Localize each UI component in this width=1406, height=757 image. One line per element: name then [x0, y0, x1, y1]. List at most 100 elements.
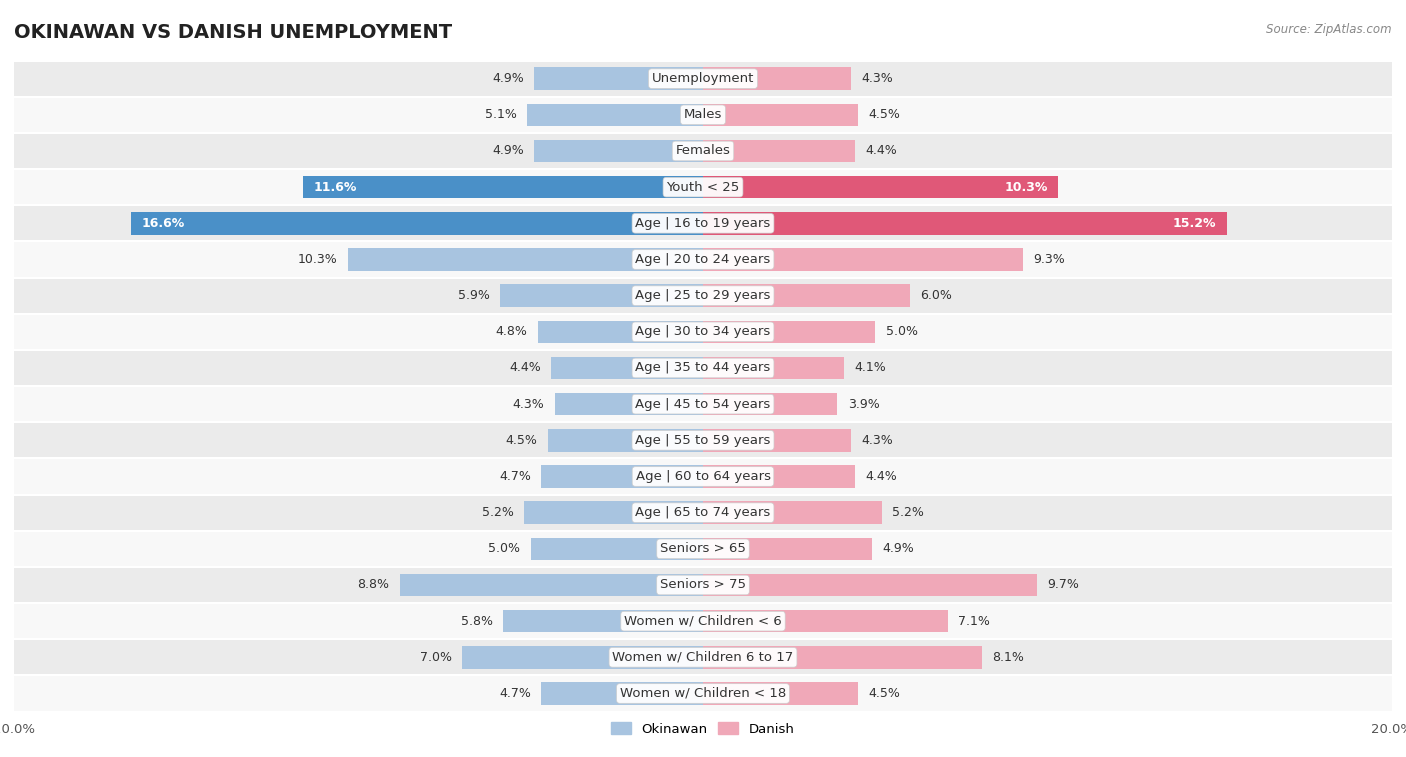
- Text: 7.1%: 7.1%: [957, 615, 990, 628]
- Text: Source: ZipAtlas.com: Source: ZipAtlas.com: [1267, 23, 1392, 36]
- Bar: [703, 176, 1057, 198]
- Bar: [14, 422, 1392, 459]
- Bar: [14, 133, 1392, 169]
- Bar: [14, 241, 1392, 278]
- Text: 9.3%: 9.3%: [1033, 253, 1066, 266]
- Bar: [537, 321, 703, 343]
- Bar: [349, 248, 703, 271]
- Text: 4.9%: 4.9%: [492, 145, 524, 157]
- Text: Age | 20 to 24 years: Age | 20 to 24 years: [636, 253, 770, 266]
- Bar: [555, 393, 703, 416]
- Bar: [14, 494, 1392, 531]
- Bar: [14, 639, 1392, 675]
- Bar: [548, 429, 703, 451]
- Text: 4.9%: 4.9%: [882, 542, 914, 556]
- Bar: [14, 97, 1392, 133]
- Bar: [703, 248, 1024, 271]
- Text: 5.1%: 5.1%: [485, 108, 517, 121]
- Bar: [14, 567, 1392, 603]
- Bar: [534, 140, 703, 162]
- Bar: [534, 67, 703, 90]
- Text: 6.0%: 6.0%: [920, 289, 952, 302]
- Bar: [14, 459, 1392, 494]
- Bar: [14, 169, 1392, 205]
- Text: Males: Males: [683, 108, 723, 121]
- Text: 4.4%: 4.4%: [509, 362, 541, 375]
- Text: 5.9%: 5.9%: [457, 289, 489, 302]
- Text: Age | 30 to 34 years: Age | 30 to 34 years: [636, 326, 770, 338]
- Bar: [14, 205, 1392, 241]
- Bar: [461, 646, 703, 668]
- Bar: [304, 176, 703, 198]
- Text: 4.4%: 4.4%: [865, 470, 897, 483]
- Bar: [703, 285, 910, 307]
- Text: Seniors > 75: Seniors > 75: [659, 578, 747, 591]
- Text: Youth < 25: Youth < 25: [666, 181, 740, 194]
- Bar: [703, 393, 838, 416]
- Bar: [551, 357, 703, 379]
- Bar: [14, 313, 1392, 350]
- Text: Age | 45 to 54 years: Age | 45 to 54 years: [636, 397, 770, 410]
- Text: 4.5%: 4.5%: [506, 434, 537, 447]
- Text: 7.0%: 7.0%: [419, 651, 451, 664]
- Bar: [703, 140, 855, 162]
- Text: Age | 60 to 64 years: Age | 60 to 64 years: [636, 470, 770, 483]
- Bar: [703, 104, 858, 126]
- Bar: [527, 104, 703, 126]
- Bar: [524, 501, 703, 524]
- Text: Age | 35 to 44 years: Age | 35 to 44 years: [636, 362, 770, 375]
- Bar: [703, 429, 851, 451]
- Bar: [399, 574, 703, 597]
- Text: 4.7%: 4.7%: [499, 470, 531, 483]
- Bar: [503, 610, 703, 632]
- Bar: [703, 574, 1038, 597]
- Text: Seniors > 65: Seniors > 65: [659, 542, 747, 556]
- Bar: [14, 603, 1392, 639]
- Bar: [703, 321, 875, 343]
- Text: 4.3%: 4.3%: [862, 72, 893, 85]
- Legend: Okinawan, Danish: Okinawan, Danish: [606, 717, 800, 741]
- Text: 16.6%: 16.6%: [142, 217, 184, 230]
- Text: Age | 55 to 59 years: Age | 55 to 59 years: [636, 434, 770, 447]
- Bar: [703, 610, 948, 632]
- Text: 4.5%: 4.5%: [869, 108, 900, 121]
- Bar: [499, 285, 703, 307]
- Text: 3.9%: 3.9%: [848, 397, 879, 410]
- Text: 4.8%: 4.8%: [495, 326, 527, 338]
- Bar: [531, 537, 703, 560]
- Text: 9.7%: 9.7%: [1047, 578, 1080, 591]
- Bar: [14, 350, 1392, 386]
- Text: Females: Females: [675, 145, 731, 157]
- Text: Age | 65 to 74 years: Age | 65 to 74 years: [636, 506, 770, 519]
- Text: 4.3%: 4.3%: [513, 397, 544, 410]
- Text: 15.2%: 15.2%: [1173, 217, 1216, 230]
- Bar: [131, 212, 703, 235]
- Bar: [14, 278, 1392, 313]
- Bar: [14, 61, 1392, 97]
- Text: 11.6%: 11.6%: [314, 181, 357, 194]
- Bar: [703, 537, 872, 560]
- Text: 5.8%: 5.8%: [461, 615, 494, 628]
- Text: 4.4%: 4.4%: [865, 145, 897, 157]
- Text: 10.3%: 10.3%: [1004, 181, 1047, 194]
- Bar: [541, 682, 703, 705]
- Bar: [703, 357, 844, 379]
- Text: OKINAWAN VS DANISH UNEMPLOYMENT: OKINAWAN VS DANISH UNEMPLOYMENT: [14, 23, 453, 42]
- Text: 5.0%: 5.0%: [488, 542, 520, 556]
- Text: 4.7%: 4.7%: [499, 687, 531, 700]
- Bar: [14, 386, 1392, 422]
- Text: Unemployment: Unemployment: [652, 72, 754, 85]
- Text: 4.1%: 4.1%: [855, 362, 886, 375]
- Bar: [541, 466, 703, 488]
- Text: 5.0%: 5.0%: [886, 326, 918, 338]
- Bar: [703, 466, 855, 488]
- Text: Women w/ Children < 18: Women w/ Children < 18: [620, 687, 786, 700]
- Text: 4.9%: 4.9%: [492, 72, 524, 85]
- Text: 5.2%: 5.2%: [482, 506, 513, 519]
- Bar: [14, 675, 1392, 712]
- Text: Women w/ Children < 6: Women w/ Children < 6: [624, 615, 782, 628]
- Bar: [14, 531, 1392, 567]
- Bar: [703, 501, 882, 524]
- Text: 8.1%: 8.1%: [993, 651, 1024, 664]
- Text: Age | 16 to 19 years: Age | 16 to 19 years: [636, 217, 770, 230]
